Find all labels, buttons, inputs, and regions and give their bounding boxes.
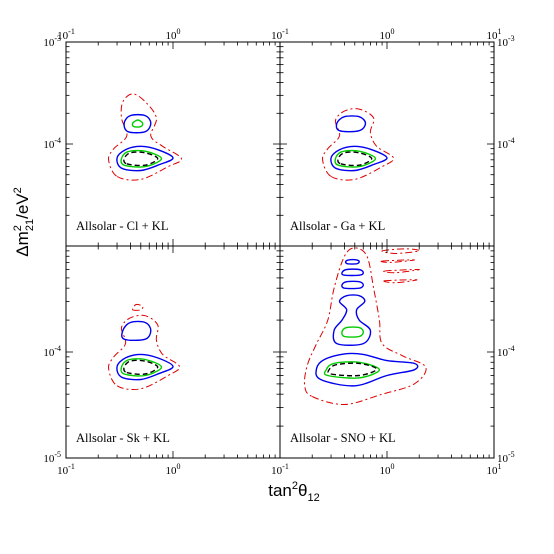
left-tick-label: 10-5 [43,450,61,465]
bottom-tick-label: 10-1 [271,462,289,477]
tick-marks [65,246,280,459]
panel-label: Allsolar - Cl + KL [76,219,168,233]
bottom-tick-label: 101 [487,462,502,477]
panel-frame [65,41,281,247]
contour-red-dashdot [132,303,144,311]
contour-black-dashed [123,151,159,167]
top-tick-label: 101 [487,27,502,42]
contour-blue-solid [332,294,372,346]
right-tick-label: 10-4 [497,136,515,151]
x-axis-label: tan2θ12 [268,480,319,504]
top-tick-label: 10-1 [271,27,289,42]
contour-green-solid [334,149,377,168]
contour-green-solid [120,358,163,377]
contour-red-dashdot [108,93,183,181]
right-tick-label: 10-3 [497,34,515,49]
right-tick-label: 10-5 [497,450,515,465]
y-axis-label: Δm221/eV2 [12,187,36,257]
contour-red-dashdot [303,247,427,406]
left-tick-label: 10-4 [43,344,61,359]
panel-label: Allsolar - Ga + KL [290,219,385,233]
contour-blue-solid [330,145,388,172]
contour-blue-solid [116,353,174,381]
panel-frame [65,245,281,459]
panel-frame [279,245,495,459]
contour-black-dashed [337,151,373,167]
contour-green-solid [131,119,144,128]
contour-blue-solid [123,113,152,134]
contour-blue-solid [116,145,174,172]
contour-red-dashdot [380,259,415,263]
contour-red-dashdot [383,268,420,274]
top-tick-label: 100 [166,27,181,42]
contour-blue-solid [341,280,365,290]
contour-blue-solid [335,115,367,133]
panel-label: Allsolar - Sk + KL [76,431,170,445]
panel-1: 10-1 100 10-3 10-4 Allsolar - Cl + KL [43,27,281,247]
contour-green-solid [341,326,365,338]
panel-3: 10-1 100 10-4 10-5 Allsolar - Sk + KL [43,245,281,477]
contour-blue-solid [341,268,365,277]
tick-marks [279,246,494,459]
contour-red-dashdot [108,314,181,391]
top-tick-label: 100 [380,27,395,42]
bottom-tick-label: 100 [166,462,181,477]
bottom-tick-label: 100 [380,462,395,477]
bottom-tick-label: 10-1 [57,462,75,477]
contour-green-solid [120,149,163,168]
contour-black-dashed [123,359,159,376]
left-tick-label: 10-4 [43,136,61,151]
panel-frame [279,41,495,247]
right-tick-label: 10-4 [497,344,515,359]
contour-blue-solid [344,258,360,265]
contour-red-dashdot [381,248,420,255]
tick-marks [65,42,280,247]
left-tick-label: 10-3 [43,34,61,49]
contour-red-dashdot [322,108,395,181]
top-tick-label: 10-1 [57,27,75,42]
contour-blue-solid [121,320,152,342]
contour-red-dashdot [383,279,418,284]
contour-blue-solid [315,352,419,387]
contour-black-dashed [327,362,378,377]
contour-green-solid [323,361,381,379]
panel-label: Allsolar - SNO + KL [290,431,396,445]
tick-marks [279,42,494,247]
panel-4: 10-1 100 101 10-4 10-5 Allsolar - SNO + KL [271,245,515,477]
